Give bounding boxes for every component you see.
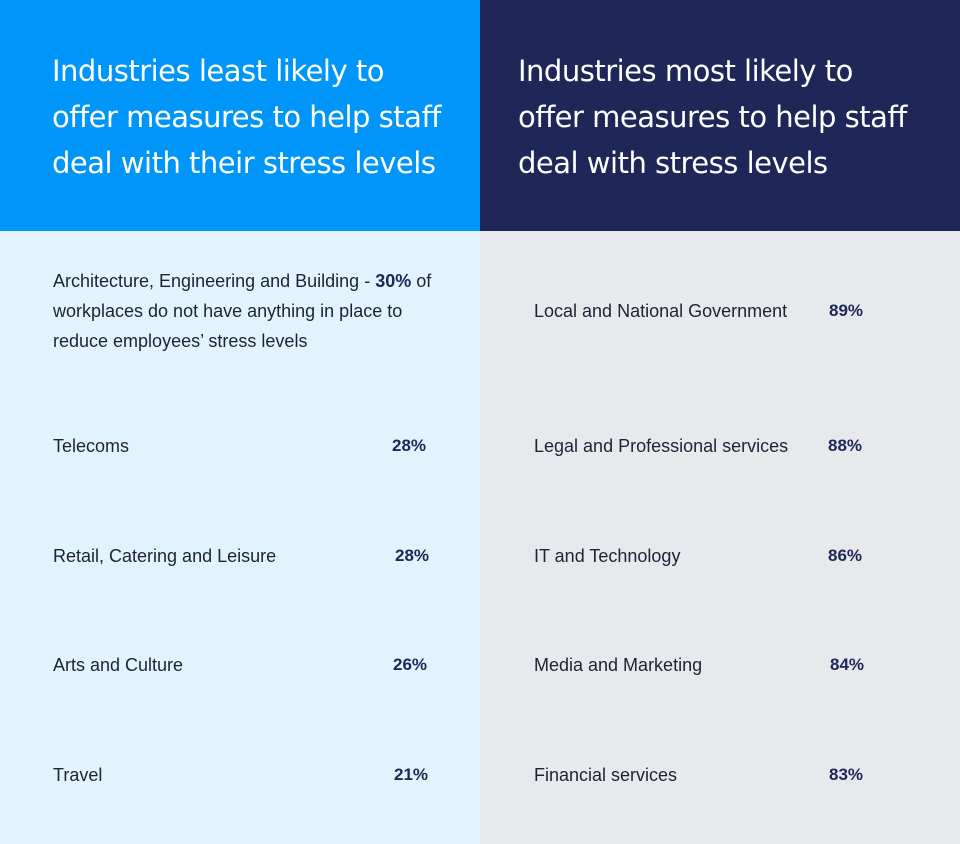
most-row-label: Media and Marketing [534, 655, 703, 675]
first-entry: Architecture, Engineering and Building -… [53, 266, 443, 356]
least-row-label: Retail, Catering and Leisure [53, 546, 277, 566]
least-row-label: Travel [53, 765, 103, 785]
most-row-value: 86% [828, 546, 863, 565]
most-row-label: Financial services [534, 765, 678, 785]
least-likely-header: Industries least likely to offer measure… [0, 0, 480, 231]
least-row-label: Telecoms [53, 436, 130, 456]
least-row-value: 28% [395, 546, 430, 565]
least-row-value: 26% [393, 655, 428, 674]
most-row-value: 88% [828, 436, 863, 455]
least-row-value: 21% [394, 765, 429, 784]
least-row-label: Arts and Culture [53, 655, 184, 675]
most-likely-column: Industries most likely to offer measures… [480, 0, 960, 844]
least-row-value: 28% [392, 436, 427, 455]
least-likely-column: Industries least likely to offer measure… [0, 0, 480, 844]
least-likely-panel [0, 231, 480, 844]
most-row-label: Legal and Professional services [534, 436, 789, 456]
most-row-label: Local and National Government [534, 301, 788, 321]
most-row-value: 89% [829, 301, 864, 320]
most-row-value: 83% [829, 765, 864, 784]
most-likely-heading: Industries most likely to offer measures… [518, 54, 907, 180]
first-entry-suffix: of workplaces do not have anything in pl… [53, 271, 432, 351]
first-entry-label: Architecture, Engineering and Building - [53, 271, 376, 291]
most-likely-header: Industries most likely to offer measures… [480, 0, 960, 231]
most-row-label: IT and Technology [534, 546, 681, 566]
most-row-value: 84% [830, 655, 865, 674]
first-entry-value: 30% [375, 271, 412, 291]
most-likely-panel [480, 231, 960, 844]
least-likely-heading: Industries least likely to offer measure… [52, 54, 441, 180]
